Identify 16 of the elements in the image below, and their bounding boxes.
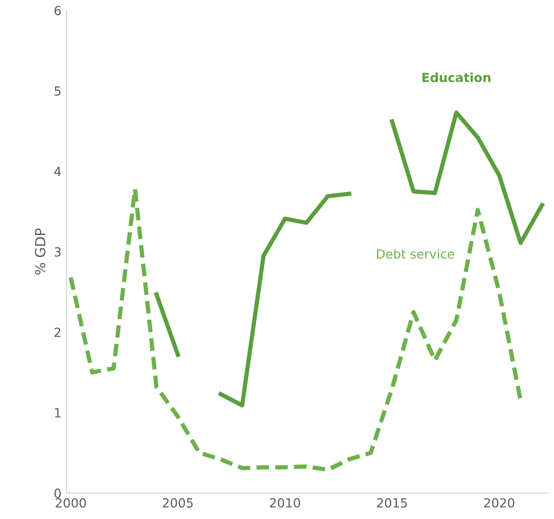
y-tick-label: 1 — [55, 408, 60, 418]
y-axis-title: % GDP — [34, 228, 46, 275]
x-tick-label: 2000 — [56, 498, 86, 508]
series-label: Debt service — [377, 248, 454, 259]
y-tick-label: 2 — [54, 328, 60, 337]
x-tick-label: 2010 — [270, 498, 300, 508]
y-tick-label: 3 — [54, 247, 61, 257]
y-tick-label: 6 — [54, 6, 61, 16]
y-tick-label: 5 — [54, 86, 61, 96]
x-tick-label: 2005 — [162, 498, 193, 508]
line-series — [68, 186, 523, 472]
text: Education — [422, 72, 490, 82]
y-tick-label: 0 — [54, 488, 61, 498]
x-tick-label: 2020 — [484, 498, 514, 508]
y-tick-label: 4 — [54, 166, 61, 176]
x-tick-label: 2015 — [377, 498, 407, 508]
